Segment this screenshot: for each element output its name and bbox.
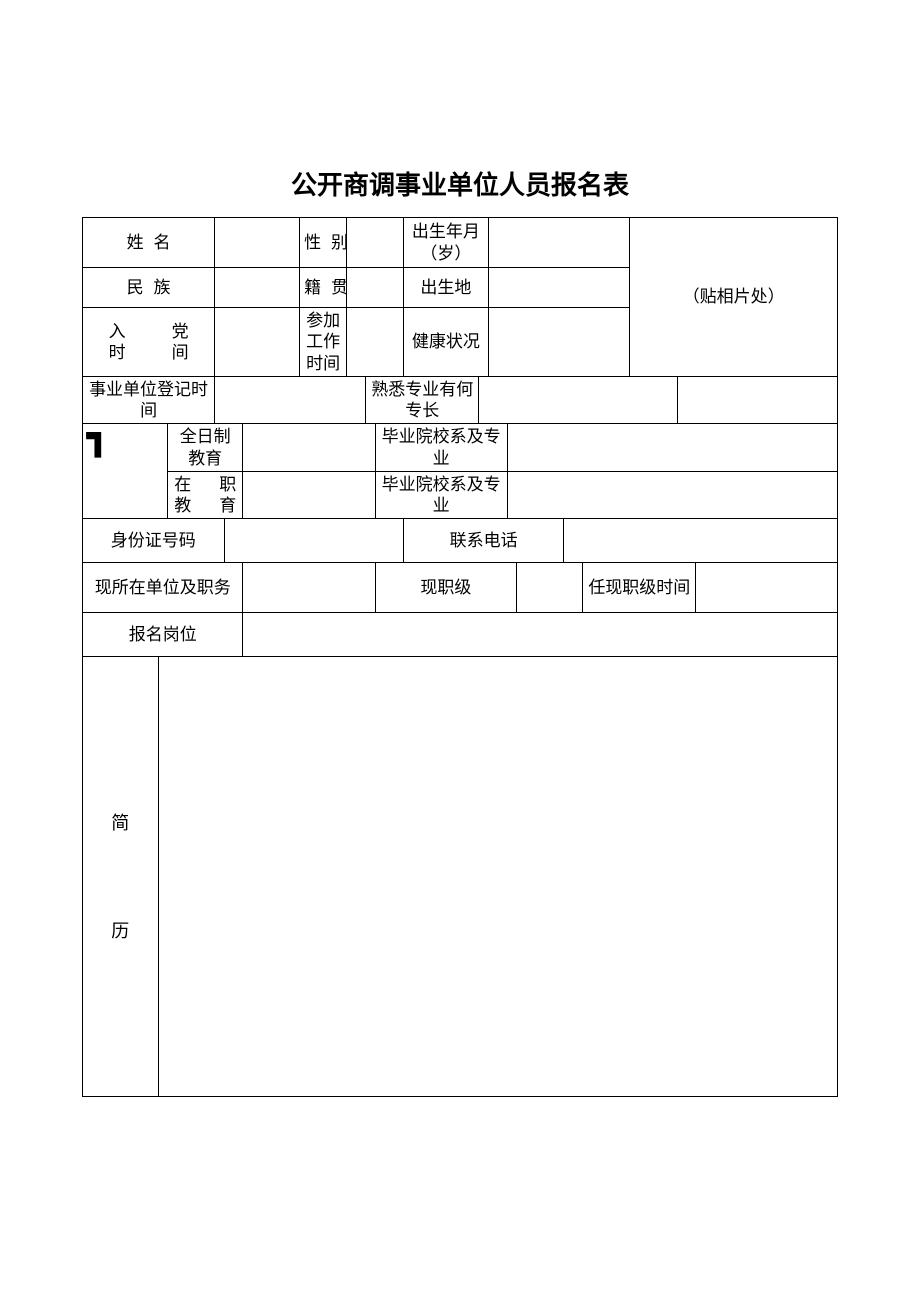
photo-area: （贴相片处） bbox=[630, 218, 838, 377]
label-id-number: 身份证号码 bbox=[83, 519, 225, 563]
value-id-number bbox=[224, 519, 403, 563]
label-xueli: ┓ bbox=[83, 424, 168, 519]
value-rank-date bbox=[696, 563, 838, 613]
label-health: 健康状况 bbox=[403, 308, 488, 377]
label-birth: 出生年月（岁） bbox=[403, 218, 488, 268]
page-title: 公开商调事业单位人员报名表 bbox=[0, 0, 920, 217]
value-ethnicity bbox=[215, 268, 300, 308]
value-work-start bbox=[347, 308, 404, 377]
value-resume bbox=[158, 657, 838, 1097]
value-position bbox=[243, 613, 838, 657]
label-specialty: 熟悉专业有何专长 bbox=[366, 376, 479, 424]
label-rank-date: 任现职级时间 bbox=[583, 563, 696, 613]
table-row: 事业单位登记时间 熟悉专业有何专长 bbox=[83, 376, 838, 424]
registration-form-table: 姓名 性别 出生年月（岁） （贴相片处） 民族 籍贯 出生地 入党 时间 参加工… bbox=[82, 217, 838, 1097]
label-work-start: 参加工作时间 bbox=[300, 308, 347, 377]
label-onjob-edu: 在职 教育 bbox=[167, 471, 243, 519]
label-position: 报名岗位 bbox=[83, 613, 243, 657]
label-native-place: 籍贯 bbox=[300, 268, 347, 308]
value-specialty-2 bbox=[677, 376, 837, 424]
table-row: ┓ 全日制教育 毕业院校系及专业 bbox=[83, 424, 838, 472]
table-row: 现所在单位及职务 现职级 任现职级时间 bbox=[83, 563, 838, 613]
value-party-date bbox=[215, 308, 300, 377]
form-container: 姓名 性别 出生年月（岁） （贴相片处） 民族 籍贯 出生地 入党 时间 参加工… bbox=[82, 217, 838, 1097]
value-grad-school-2 bbox=[507, 471, 837, 519]
label-grad-school-1: 毕业院校系及专业 bbox=[375, 424, 507, 472]
label-name: 姓名 bbox=[83, 218, 215, 268]
table-row: 在职 教育 毕业院校系及专业 bbox=[83, 471, 838, 519]
value-current-rank bbox=[517, 563, 583, 613]
value-grad-school-1 bbox=[507, 424, 837, 472]
label-grad-school-2: 毕业院校系及专业 bbox=[375, 471, 507, 519]
table-row: 姓名 性别 出生年月（岁） （贴相片处） bbox=[83, 218, 838, 268]
value-name bbox=[215, 218, 300, 268]
value-health bbox=[488, 308, 630, 377]
xueli-glyph: ┓ bbox=[87, 418, 109, 454]
value-current-unit bbox=[243, 563, 375, 613]
label-fulltime-edu: 全日制教育 bbox=[167, 424, 243, 472]
table-row: 简 历 bbox=[83, 657, 838, 1097]
value-reg-date bbox=[215, 376, 366, 424]
value-specialty bbox=[479, 376, 677, 424]
value-birth bbox=[488, 218, 630, 268]
value-fulltime-edu bbox=[243, 424, 375, 472]
table-row: 身份证号码 联系电话 bbox=[83, 519, 838, 563]
label-resume: 简 历 bbox=[83, 657, 159, 1097]
value-onjob-edu bbox=[243, 471, 375, 519]
label-current-rank: 现职级 bbox=[375, 563, 517, 613]
label-phone: 联系电话 bbox=[403, 519, 563, 563]
table-row: 报名岗位 bbox=[83, 613, 838, 657]
value-gender bbox=[347, 218, 404, 268]
label-gender: 性别 bbox=[300, 218, 347, 268]
value-birth-place bbox=[488, 268, 630, 308]
value-phone bbox=[564, 519, 838, 563]
label-birth-place: 出生地 bbox=[403, 268, 488, 308]
label-current-unit: 现所在单位及职务 bbox=[83, 563, 243, 613]
value-native-place bbox=[347, 268, 404, 308]
label-party-date: 入党 时间 bbox=[83, 308, 215, 377]
label-ethnicity: 民族 bbox=[83, 268, 215, 308]
